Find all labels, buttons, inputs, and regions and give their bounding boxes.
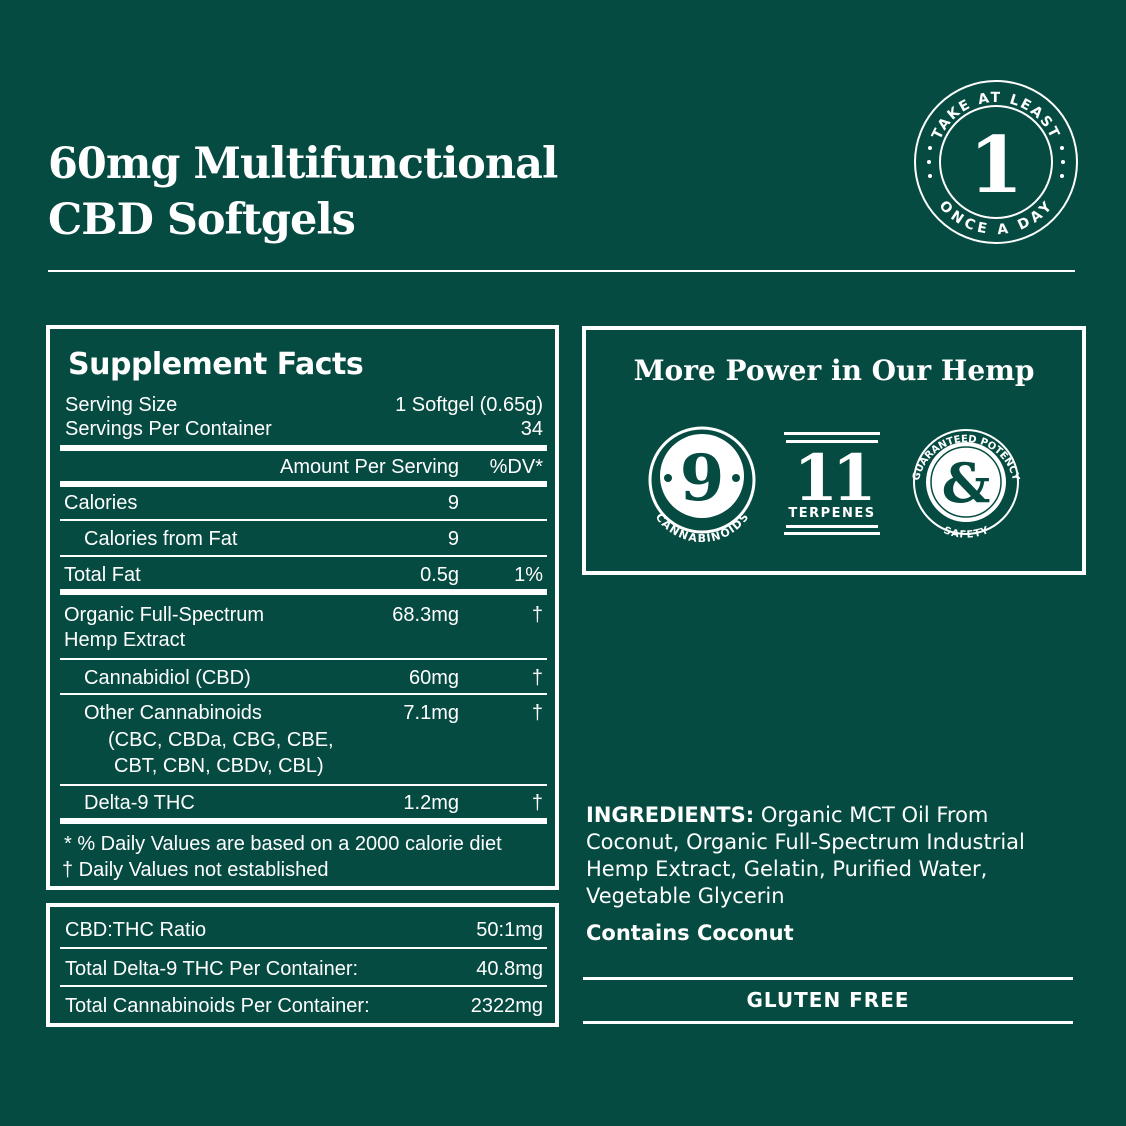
divider [60, 985, 547, 987]
row-dv: 1% [514, 564, 543, 586]
amount-header: Amount Per Serving [280, 456, 459, 478]
page-title: 60mg Multifunctional CBD Softgels [48, 139, 558, 245]
svg-text:9: 9 [680, 441, 725, 516]
servings-label: Servings Per Container [65, 418, 272, 440]
svg-text:11: 11 [793, 441, 871, 516]
ingredients: INGREDIENTS: Organic MCT Oil From Coconu… [586, 802, 1046, 947]
once-a-day-badge: TAKE AT LEAST ONCE A DAY 1 [914, 80, 1078, 244]
divider [60, 445, 547, 451]
cannabinoids-icon: 9 CANNABINOIDS [648, 426, 756, 542]
ratio-value: 50:1mg [476, 919, 543, 941]
ratio-value: 2322mg [470, 995, 543, 1017]
gluten-free-label: GLUTEN FREE [746, 988, 910, 1012]
ingredients-label: INGREDIENTS: [586, 803, 755, 827]
row-name: Cannabidiol (CBD) [84, 667, 251, 689]
row-amount: 0.5g [420, 564, 459, 586]
row-dv: † [531, 702, 543, 724]
row-dv: † [531, 792, 543, 814]
row-amount: 7.1mg [403, 702, 459, 724]
row-amount: 68.3mg [392, 604, 459, 626]
dv-header: %DV* [489, 456, 543, 478]
svg-text:TERPENES: TERPENES [788, 506, 875, 521]
servings-value: 34 [520, 418, 543, 440]
divider [60, 519, 547, 521]
row-name: Calories [64, 492, 138, 514]
divider [60, 481, 547, 487]
row-amount: 60mg [408, 667, 459, 689]
terpenes-icon: 11 TERPENES [784, 432, 880, 535]
facts-heading: Supplement Facts [68, 347, 364, 382]
ratio-label: Total Delta-9 THC Per Container: [65, 958, 359, 980]
svg-text:&: & [942, 451, 991, 515]
row-amount: 1.2mg [403, 792, 459, 814]
row-name: CBT, CBN, CBDv, CBL) [114, 755, 324, 777]
divider [60, 693, 547, 695]
divider [60, 818, 547, 824]
divider [60, 658, 547, 660]
row-name: Hemp Extract [64, 629, 186, 651]
divider [583, 1021, 1073, 1024]
serving-size-value: 1 Softgel (0.65g) [395, 394, 543, 416]
potency-safety-icon: & GUARANTEED POTENCY SAFETY [911, 429, 1021, 541]
row-dv: † [531, 667, 543, 689]
row-name: Total Fat [64, 564, 141, 586]
ratio-panel: CBD:THC Ratio 50:1mg Total Delta-9 THC P… [46, 903, 559, 1027]
divider [60, 555, 547, 557]
row-name: Delta-9 THC [84, 792, 195, 814]
row-name: (CBC, CBDa, CBG, CBE, [108, 729, 334, 751]
ratio-label: Total Cannabinoids Per Container: [65, 995, 370, 1017]
serving-size-label: Serving Size [65, 394, 178, 416]
supplement-facts-panel: Supplement Facts Serving Size 1 Softgel … [46, 325, 559, 890]
ratio-value: 40.8mg [476, 958, 543, 980]
row-amount: 9 [447, 528, 459, 550]
allergen-note: Contains Coconut [586, 921, 794, 945]
row-name: Organic Full-Spectrum [64, 604, 265, 626]
divider [583, 977, 1073, 980]
row-dv: † [531, 604, 543, 626]
footnote: † Daily Values not established [62, 859, 329, 881]
divider [60, 947, 547, 949]
badge-number: 1 [969, 120, 1023, 211]
power-heading: More Power in Our Hemp [633, 354, 1035, 387]
divider [60, 784, 547, 786]
row-amount: 9 [447, 492, 459, 514]
divider [60, 589, 547, 595]
title-divider [48, 270, 1075, 272]
footnote: * % Daily Values are based on a 2000 cal… [64, 833, 502, 855]
ratio-label: CBD:THC Ratio [65, 919, 207, 941]
row-name: Calories from Fat [84, 528, 238, 550]
ingredients-text: Organic MCT Oil From Coconut, Organic Fu… [586, 803, 1025, 908]
row-name: Other Cannabinoids [84, 702, 262, 724]
hemp-power-panel: More Power in Our Hemp 9 CANNABINOIDS 11… [582, 326, 1086, 575]
